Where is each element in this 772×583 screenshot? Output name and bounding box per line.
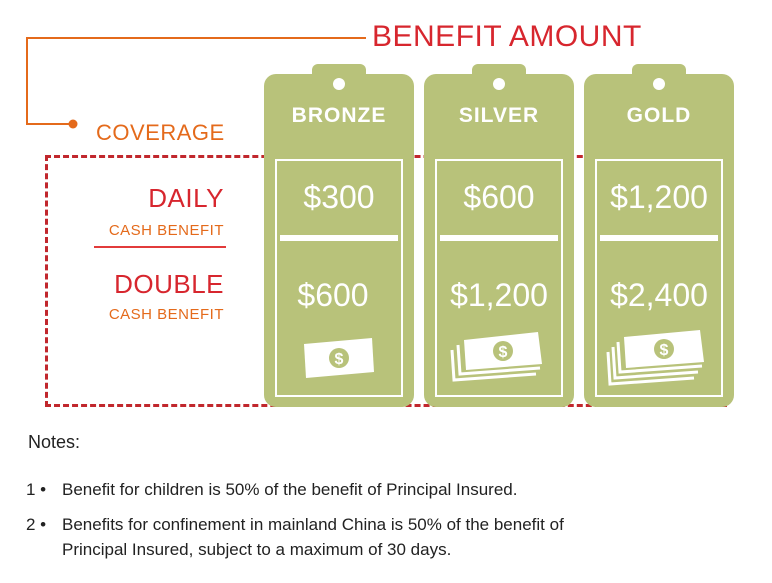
tag-inner-border bbox=[275, 159, 403, 397]
tier-card-gold: GOLD $1,200 $2,400 $ bbox=[584, 64, 734, 407]
tag-hole bbox=[333, 78, 345, 90]
tier-name: SILVER bbox=[458, 104, 540, 127]
daily-amount: $1,200 bbox=[610, 179, 708, 215]
daily-label: DAILY bbox=[148, 183, 224, 213]
daily-amount: $300 bbox=[303, 179, 375, 215]
dollar-bill-stack-icon: $ bbox=[450, 332, 542, 382]
row-separator bbox=[94, 246, 226, 248]
note-number: 2 • bbox=[26, 515, 47, 534]
dollar-bill-stack-icon: $ bbox=[304, 338, 374, 378]
double-amount: $600 bbox=[297, 277, 369, 313]
double-sub-label: CASH BENEFIT bbox=[108, 306, 224, 323]
tier-name: GOLD bbox=[626, 104, 692, 127]
double-amount: $2,400 bbox=[610, 277, 708, 313]
tag-hole bbox=[493, 78, 505, 90]
dollar-bill-stack-icon: $ bbox=[606, 330, 704, 386]
coverage-label: COVERAGE bbox=[96, 120, 225, 145]
svg-text:$: $ bbox=[499, 344, 508, 361]
benefit-amount-title: BENEFIT AMOUNT bbox=[372, 20, 642, 53]
tier-card-silver: SILVER $600 $1,200 $ bbox=[424, 64, 574, 407]
note-text: Benefits for confinement in mainland Chi… bbox=[62, 515, 564, 534]
svg-text:$: $ bbox=[335, 351, 344, 368]
note-text-continued: Principal Insured, subject to a maximum … bbox=[62, 540, 452, 559]
tier-card-bronze: BRONZE $300 $600 $ bbox=[264, 64, 414, 407]
tag-divider bbox=[600, 235, 718, 241]
note-text: Benefit for children is 50% of the benef… bbox=[62, 480, 518, 499]
notes-title: Notes: bbox=[28, 432, 81, 452]
daily-sub-label: CASH BENEFIT bbox=[108, 222, 224, 239]
tag-hole bbox=[653, 78, 665, 90]
daily-amount: $600 bbox=[463, 179, 535, 215]
tag-divider bbox=[440, 235, 558, 241]
tag-inner-border bbox=[435, 159, 563, 397]
double-label: DOUBLE bbox=[114, 269, 224, 299]
note-number: 1 • bbox=[26, 480, 47, 499]
double-amount: $1,200 bbox=[450, 277, 548, 313]
tier-name: BRONZE bbox=[291, 104, 387, 127]
tag-divider bbox=[280, 235, 398, 241]
tag-inner-border bbox=[595, 159, 723, 397]
svg-text:$: $ bbox=[660, 342, 669, 359]
